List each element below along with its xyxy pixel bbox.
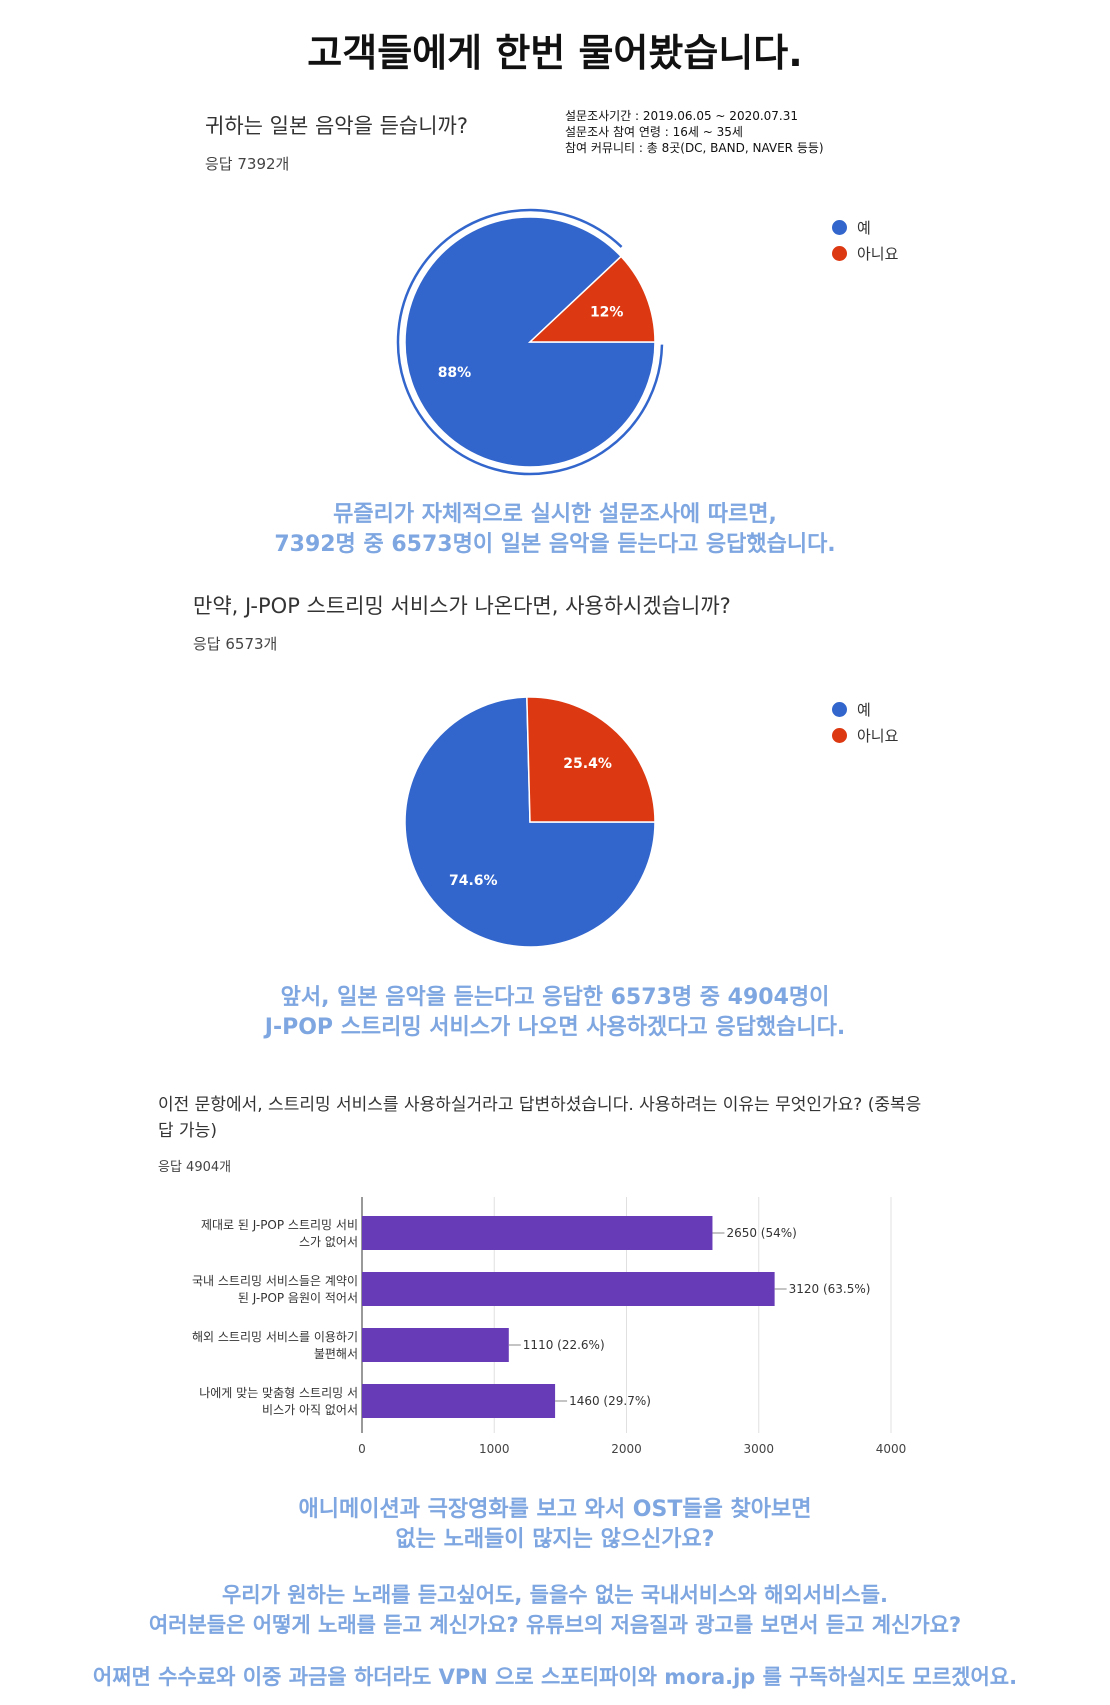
legend-1: 예 아니요 [832, 214, 898, 266]
pie-label-yes: 74.6% [449, 873, 498, 889]
x-tick-label: 0 [358, 1442, 366, 1456]
closing-p1-line-2: 없는 노래들이 많지는 않으신가요? [395, 1527, 715, 1552]
y-category-label: 해외 스트리밍 서비스를 이용하기 [192, 1330, 358, 1344]
pie-label-no: 12% [590, 305, 624, 321]
caption-2-line-2: J-POP 스트리밍 서비스가 나오면 사용하겠다고 응답했습니다. [264, 1015, 846, 1040]
legend-label-yes: 예 [857, 218, 871, 237]
page-title: 고객들에게 한번 물어봤습니다. [307, 31, 803, 75]
response-count-2: 응답 6573개 [193, 635, 278, 653]
x-tick-label: 4000 [876, 1442, 907, 1456]
caption-1-line-2: 7392명 중 6573명이 일본 음악을 듣는다고 응답했습니다. [274, 532, 836, 557]
closing-paragraph-1: 애니메이션과 극장영화를 보고 와서 OST들을 찾아보면 없는 노래들이 많지… [0, 1495, 1110, 1555]
pie-chart-1: 88% 12% [396, 208, 664, 476]
y-category-label: 나에게 맞는 맞춤형 스트리밍 서 [199, 1386, 358, 1400]
caption-1-line-1: 뮤즐리가 자체적으로 실시한 설문조사에 따르면, [333, 502, 777, 527]
legend-item-no: 아니요 [832, 722, 898, 748]
survey-meta: 설문조사기간 : 2019.06.05 ~ 2020.07.31 설문조사 참여… [565, 108, 824, 156]
caption-2-line-1: 앞서, 일본 음악을 듣는다고 응답한 6573명 중 4904명이 [280, 985, 830, 1010]
survey-communities: 참여 커뮤니티 : 총 8곳(DC, BAND, NAVER 등등) [565, 141, 824, 155]
pie-slice-no [528, 255, 656, 343]
caption-1: 뮤즐리가 자체적으로 실시한 설문조사에 따르면, 7392명 중 6573명이… [0, 500, 1110, 560]
bar-data-label: 1460 (29.7%) [569, 1394, 651, 1408]
x-tick-label: 2000 [611, 1442, 642, 1456]
response-count-1: 응답 7392개 [205, 155, 290, 173]
bar [362, 1328, 509, 1362]
x-tick-label: 3000 [743, 1442, 774, 1456]
bar [362, 1272, 775, 1306]
pie-label-yes: 88% [438, 365, 472, 381]
bar [362, 1216, 713, 1250]
legend-swatch-yes [832, 219, 847, 235]
legend-label-no: 아니요 [857, 726, 899, 745]
question-1: 귀하는 일본 음악을 듣습니까? [205, 114, 469, 138]
y-category-label: 불편해서 [314, 1347, 358, 1361]
closing-paragraph-2: 우리가 원하는 노래를 듣고싶어도, 들을수 없는 국내서비스와 해외서비스들.… [0, 1580, 1110, 1640]
bar [362, 1384, 556, 1418]
bar-chart: 0 1000 2000 3000 4000 2650 (54%) 제대로 된 J-POP 스… [192, 1197, 907, 1456]
closing-p2-line-2: 여러분들은 어떻게 노래를 듣고 계신가요? 유튜브의 저음질과 광고를 보면서… [148, 1613, 962, 1637]
bar-data-label: 2650 (54%) [726, 1226, 796, 1240]
question-2: 만약, J-POP 스트리밍 서비스가 나온다면, 사용하시겠습니까? [193, 594, 731, 618]
y-category-label: 된 J-POP 음원이 적어서 [238, 1291, 358, 1305]
y-category-label: 비스가 아직 없어서 [262, 1403, 358, 1417]
x-tick-label: 1000 [479, 1442, 510, 1456]
legend-2: 예 아니요 [832, 696, 898, 748]
legend-swatch-no [832, 245, 847, 261]
pie-hover-ring [396, 208, 664, 476]
caption-2: 앞서, 일본 음악을 듣는다고 응답한 6573명 중 4904명이 J-POP… [0, 983, 1110, 1043]
legend-swatch-yes [832, 701, 847, 717]
closing-p1-line-1: 애니메이션과 극장영화를 보고 와서 OST들을 찾아보면 [298, 1497, 812, 1522]
legend-label-no: 아니요 [857, 244, 899, 263]
legend-item-no: 아니요 [832, 240, 898, 266]
legend-item-yes: 예 [832, 214, 898, 240]
closing-p2-line-1: 우리가 원하는 노래를 듣고싶어도, 들을수 없는 국내서비스와 해외서비스들. [221, 1583, 889, 1607]
response-count-3: 응답 4904개 [158, 1160, 232, 1175]
closing-paragraph-3: 어쩌면 수수료와 이중 과금을 하더라도 VPN 으로 스포티파이와 mora.… [92, 1665, 1018, 1689]
pie-slice-yes [404, 216, 656, 468]
legend-swatch-no [832, 727, 847, 743]
pie-chart-2: 74.6% 25.4% [404, 696, 656, 948]
survey-period: 설문조사기간 : 2019.06.05 ~ 2020.07.31 [565, 109, 799, 123]
legend-label-yes: 예 [857, 700, 871, 719]
survey-age: 설문조사 참여 연령 : 16세 ~ 35세 [565, 125, 743, 139]
pie-slice-no [526, 696, 656, 823]
y-category-label: 제대로 된 J-POP 스트리밍 서비 [201, 1218, 358, 1232]
question-3: 이전 문항에서, 스트리밍 서비스를 사용하실거라고 답변하셨습니다. 사용하려… [158, 1095, 922, 1141]
legend-item-yes: 예 [832, 696, 898, 722]
pie-label-no: 25.4% [563, 756, 612, 772]
y-category-label: 국내 스트리밍 서비스들은 계약이 [192, 1273, 358, 1288]
bar-data-label: 1110 (22.6%) [523, 1338, 605, 1352]
bar-data-label: 3120 (63.5%) [789, 1282, 871, 1296]
y-category-label: 스가 없어서 [299, 1235, 358, 1249]
